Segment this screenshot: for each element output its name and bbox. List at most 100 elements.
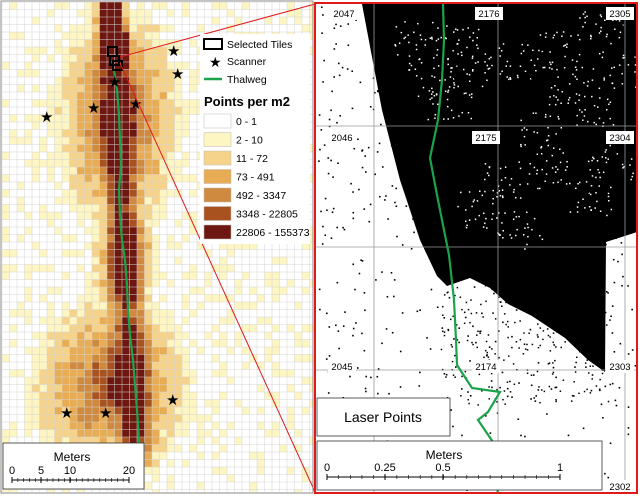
density-cell xyxy=(159,317,167,325)
density-cell xyxy=(144,392,152,400)
density-cell xyxy=(129,197,137,205)
density-cell xyxy=(107,99,115,107)
density-cell xyxy=(144,414,152,422)
scanner-markers: ★ ★ ★ ★ ★ ★ ★ ★ ★ xyxy=(40,43,184,422)
density-cell xyxy=(32,332,40,340)
density-cell xyxy=(114,47,122,55)
density-cell xyxy=(137,77,145,85)
density-cell xyxy=(92,62,100,70)
density-cell xyxy=(144,279,152,287)
density-cell xyxy=(62,332,70,340)
density-cell xyxy=(32,362,40,370)
density-cell xyxy=(24,429,32,437)
density-cell xyxy=(84,354,92,362)
density-cell xyxy=(167,324,175,332)
density-cell xyxy=(152,47,160,55)
density-cell xyxy=(114,249,122,257)
density-cell xyxy=(62,429,70,437)
density-cell xyxy=(167,189,175,197)
density-cell xyxy=(144,167,152,175)
legend-class-label: 22806 - 155373 xyxy=(236,227,310,239)
density-cell xyxy=(174,167,182,175)
density-cell xyxy=(84,302,92,310)
density-cell xyxy=(62,407,70,415)
density-cell xyxy=(99,399,107,407)
density-cell xyxy=(159,182,167,190)
density-cell xyxy=(219,317,227,325)
density-cell xyxy=(2,212,10,220)
density-cell xyxy=(99,369,107,377)
density-cell xyxy=(137,122,145,130)
density-cell xyxy=(114,24,122,32)
density-cell xyxy=(84,39,92,47)
density-cell xyxy=(84,197,92,205)
density-cell xyxy=(99,422,107,430)
density-cell xyxy=(77,429,85,437)
density-cell xyxy=(47,84,55,92)
density-cell xyxy=(197,287,205,295)
density-cell xyxy=(107,219,115,227)
density-cell xyxy=(122,332,130,340)
density-cell xyxy=(212,294,220,302)
density-cell xyxy=(122,84,130,92)
density-cell xyxy=(84,77,92,85)
density-cell xyxy=(137,129,145,137)
density-cell xyxy=(174,242,182,250)
density-cell xyxy=(77,339,85,347)
density-cell xyxy=(144,62,152,70)
density-cell xyxy=(17,197,25,205)
density-cell xyxy=(24,272,32,280)
density-cell xyxy=(62,354,70,362)
density-cell xyxy=(47,264,55,272)
density-cell xyxy=(257,317,265,325)
density-cell xyxy=(204,429,212,437)
density-cell xyxy=(54,24,62,32)
density-cell xyxy=(182,399,190,407)
density-cell xyxy=(39,204,47,212)
density-cell xyxy=(99,429,107,437)
density-cell xyxy=(99,264,107,272)
density-cell xyxy=(54,429,62,437)
density-cell xyxy=(167,99,175,107)
density-cell xyxy=(107,362,115,370)
density-cell xyxy=(39,159,47,167)
density-cell xyxy=(287,407,295,415)
density-cell xyxy=(84,32,92,40)
density-cell xyxy=(92,92,100,100)
right-scale-ticks: 0 0.25 0.5 1 xyxy=(324,462,563,480)
density-cell xyxy=(159,129,167,137)
density-cell xyxy=(159,39,167,47)
density-cell xyxy=(197,302,205,310)
density-cell xyxy=(122,362,130,370)
density-cell xyxy=(92,84,100,92)
density-cell xyxy=(77,122,85,130)
density-cell xyxy=(249,242,257,250)
density-cell xyxy=(47,167,55,175)
density-cell xyxy=(144,24,152,32)
density-cell xyxy=(62,392,70,400)
density-cell xyxy=(24,137,32,145)
density-cell xyxy=(24,62,32,70)
left-scale-bar: Meters 0 5 10 20 xyxy=(2,442,145,490)
density-cell xyxy=(152,452,160,460)
density-cell xyxy=(47,9,55,17)
density-cell xyxy=(129,69,137,77)
legend: Selected Tiles ★ Scanner Thalweg Points … xyxy=(200,34,310,244)
density-cell xyxy=(32,122,40,130)
density-cell xyxy=(219,242,227,250)
density-cell xyxy=(137,174,145,182)
density-cell xyxy=(32,47,40,55)
density-cell xyxy=(47,407,55,415)
density-cell xyxy=(84,54,92,62)
density-cell xyxy=(54,137,62,145)
density-cell xyxy=(129,62,137,70)
density-cell xyxy=(47,92,55,100)
density-cell xyxy=(152,77,160,85)
density-cell xyxy=(69,422,77,430)
density-cell xyxy=(272,287,280,295)
density-cell xyxy=(144,197,152,205)
density-cell xyxy=(54,324,62,332)
density-cell xyxy=(174,69,182,77)
density-cell xyxy=(122,302,130,310)
